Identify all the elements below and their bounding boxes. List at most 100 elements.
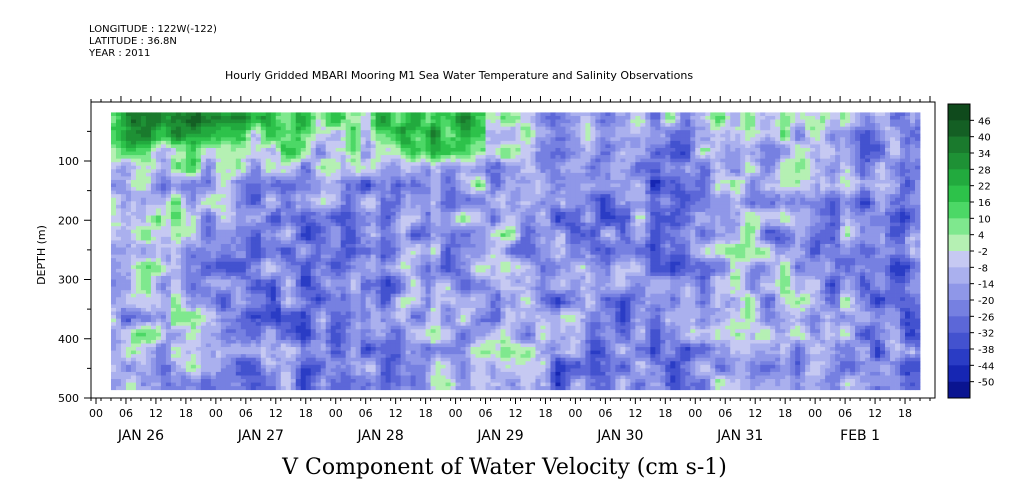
heat-cell <box>345 130 352 135</box>
heat-cell <box>175 194 182 199</box>
heat-cell <box>315 343 322 348</box>
heat-cell <box>125 325 132 330</box>
heat-cell <box>115 240 122 245</box>
heat-cell <box>170 261 177 266</box>
heat-cell <box>360 172 367 177</box>
heat-cell <box>395 332 402 337</box>
heat-cell <box>325 258 332 263</box>
heat-cell <box>350 290 357 295</box>
heat-cell <box>130 169 137 174</box>
heat-cell <box>380 354 387 359</box>
heat-cell <box>175 382 182 387</box>
heat-cell <box>115 265 122 270</box>
heat-cell <box>235 268 242 273</box>
heat-cell <box>255 222 262 227</box>
heat-cell <box>405 172 412 177</box>
heat-cell <box>185 311 192 316</box>
heat-cell <box>410 258 417 263</box>
heat-cell <box>350 247 357 252</box>
heat-cell <box>415 133 422 138</box>
heat-cell <box>125 126 132 131</box>
heat-cell <box>300 247 307 252</box>
heat-cell <box>150 190 157 195</box>
heat-cell <box>345 147 352 152</box>
heat-cell <box>260 233 267 238</box>
heat-cell <box>420 247 426 252</box>
heat-cell <box>195 219 202 224</box>
heat-cell <box>310 162 317 167</box>
heat-cell <box>415 322 422 327</box>
heat-cell <box>235 322 242 327</box>
heat-cell <box>140 307 147 312</box>
heat-cell <box>240 165 247 170</box>
heat-cell <box>215 194 222 199</box>
heat-cell <box>170 297 177 302</box>
heat-cell <box>285 215 292 220</box>
heat-cell <box>150 247 157 252</box>
heat-cell <box>210 290 217 295</box>
heat-cell <box>315 236 322 241</box>
heat-cell <box>345 183 352 188</box>
heat-cell <box>135 147 142 152</box>
heat-cell <box>290 126 297 131</box>
heat-cell <box>340 197 347 202</box>
heat-cell <box>410 290 417 295</box>
heat-cell <box>170 222 177 227</box>
heat-cell <box>135 208 142 213</box>
heat-cell <box>220 126 227 131</box>
heat-cell <box>170 172 177 177</box>
heat-cell <box>380 329 387 334</box>
heat-cell <box>345 258 352 263</box>
heat-cell <box>215 233 222 238</box>
heat-cell <box>225 204 232 209</box>
heat-cell <box>285 304 292 309</box>
heat-cell <box>265 251 272 256</box>
heat-cell <box>160 254 167 259</box>
heat-cell <box>345 329 352 334</box>
heat-cell <box>370 304 377 309</box>
heat-cell <box>145 201 152 206</box>
heat-cell <box>140 119 147 124</box>
heat-cell <box>325 240 332 245</box>
heat-cell <box>395 187 402 192</box>
heat-cell <box>160 368 167 373</box>
heat-cell <box>335 364 342 369</box>
heat-cell <box>315 190 322 195</box>
heat-cell <box>250 325 257 330</box>
heat-cell <box>385 187 392 192</box>
heat-cell <box>405 197 412 202</box>
heat-cell <box>310 204 317 209</box>
heat-cell <box>195 350 202 355</box>
heat-cell <box>240 222 247 227</box>
heat-cell <box>305 236 312 241</box>
heat-cell <box>110 339 117 344</box>
heat-cell <box>370 268 377 273</box>
heat-cell <box>130 261 137 266</box>
heat-cell <box>235 130 242 135</box>
heat-cell <box>160 112 167 117</box>
heat-cell <box>240 240 247 245</box>
heat-cell <box>355 379 362 383</box>
heat-cell <box>150 183 157 188</box>
heat-cell <box>405 211 412 216</box>
heat-cell <box>375 307 382 312</box>
heat-cell <box>180 151 187 156</box>
heat-cell <box>395 165 402 170</box>
heat-cell <box>160 293 167 298</box>
heat-cell <box>125 247 132 252</box>
heat-cell <box>320 215 327 220</box>
heat-cell <box>270 222 277 227</box>
heat-cell <box>225 254 232 259</box>
heat-cell <box>425 268 431 273</box>
heat-cell <box>305 300 312 305</box>
heat-cell <box>355 162 362 167</box>
heat-cell <box>340 137 347 142</box>
heat-cell <box>140 361 147 366</box>
heat-cell <box>345 300 352 305</box>
heat-cell <box>310 293 317 298</box>
heat-cell <box>335 211 342 216</box>
heat-cell <box>280 379 287 383</box>
heat-cell <box>200 215 207 220</box>
heat-cell <box>130 208 137 213</box>
heat-cell <box>135 119 142 124</box>
